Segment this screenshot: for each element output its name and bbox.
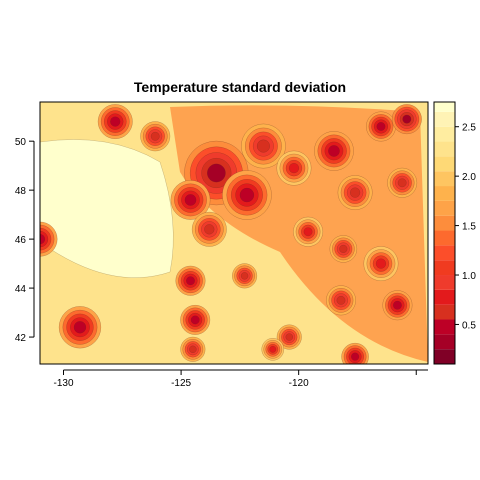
y-axis: 42 44 46 48 50	[15, 137, 35, 344]
colorbar-segment	[434, 200, 455, 216]
contour-blob	[239, 187, 255, 203]
colorbar-segment	[434, 126, 455, 142]
colorbar-tick-label: 0.5	[462, 320, 476, 331]
colorbar: 0.5 1.0 1.5 2.0 2.5	[433, 101, 476, 365]
colorbar-tick-label: 2.0	[462, 172, 476, 183]
colorbar-segment	[434, 111, 455, 127]
colorbar-segment	[434, 171, 455, 187]
contour-region-high	[40, 139, 174, 278]
y-tick-label: 42	[15, 333, 27, 344]
colorbar-segment	[434, 156, 455, 172]
plot-area	[40, 102, 428, 364]
plot-frame	[39, 101, 429, 365]
x-axis: -130 -125 -120	[54, 369, 428, 389]
contour-blob	[397, 178, 407, 188]
colorbar-tick-label: 1.5	[462, 222, 476, 233]
contour-blob	[328, 145, 340, 157]
x-tick-label: -125	[171, 378, 191, 389]
y-tick-label: 46	[15, 235, 27, 246]
colorbar-tick-label: 2.5	[462, 123, 476, 134]
contour-blob	[256, 139, 270, 153]
contour-blob	[303, 227, 313, 237]
chart-title: Temperature standard deviation	[134, 79, 346, 95]
colorbar-segment	[434, 289, 455, 305]
contour-blob	[110, 116, 121, 127]
contour-blob	[150, 131, 160, 141]
contour-blob	[204, 224, 215, 235]
contour-blob	[393, 300, 402, 310]
contour-blob	[207, 163, 226, 183]
contour-blob	[351, 352, 360, 361]
colorbar-segment	[434, 349, 455, 364]
x-tick-label: -120	[289, 378, 309, 389]
contour-blob	[375, 258, 387, 269]
contour-blob	[402, 114, 412, 124]
colorbar-segment	[434, 102, 455, 112]
colorbar-segment	[434, 260, 455, 276]
contour-blob	[285, 333, 293, 341]
contour-blob	[40, 234, 46, 245]
contour-blob	[190, 315, 200, 325]
contour-blob	[186, 276, 195, 286]
colorbar-segment	[434, 304, 455, 320]
contour-blob	[73, 321, 87, 334]
colorbar-segment	[434, 215, 455, 231]
contour-blob	[240, 272, 249, 280]
y-tick-label: 48	[15, 186, 27, 197]
colorbar-segment	[434, 319, 455, 335]
contour-blob	[288, 163, 300, 174]
colorbar-segment	[434, 245, 455, 261]
colorbar-segment	[434, 141, 455, 157]
colorbar-segment	[434, 186, 455, 201]
colorbar-frame	[433, 101, 456, 365]
y-tick-label: 44	[15, 284, 27, 295]
contour-blob	[189, 345, 197, 353]
contour-blob	[184, 194, 197, 206]
colorbar-segment	[434, 334, 455, 350]
colorbar-tick-label: 1.0	[462, 271, 476, 282]
contour-blob	[339, 244, 348, 253]
colorbar-segment	[434, 230, 455, 246]
contour-blob	[269, 345, 277, 353]
y-tick-label: 50	[15, 137, 27, 148]
colorbar-segment	[434, 275, 455, 290]
contour-blob	[336, 295, 346, 305]
contour-blob	[376, 122, 386, 131]
contour-blob	[350, 187, 361, 198]
x-tick-label: -130	[54, 378, 74, 389]
